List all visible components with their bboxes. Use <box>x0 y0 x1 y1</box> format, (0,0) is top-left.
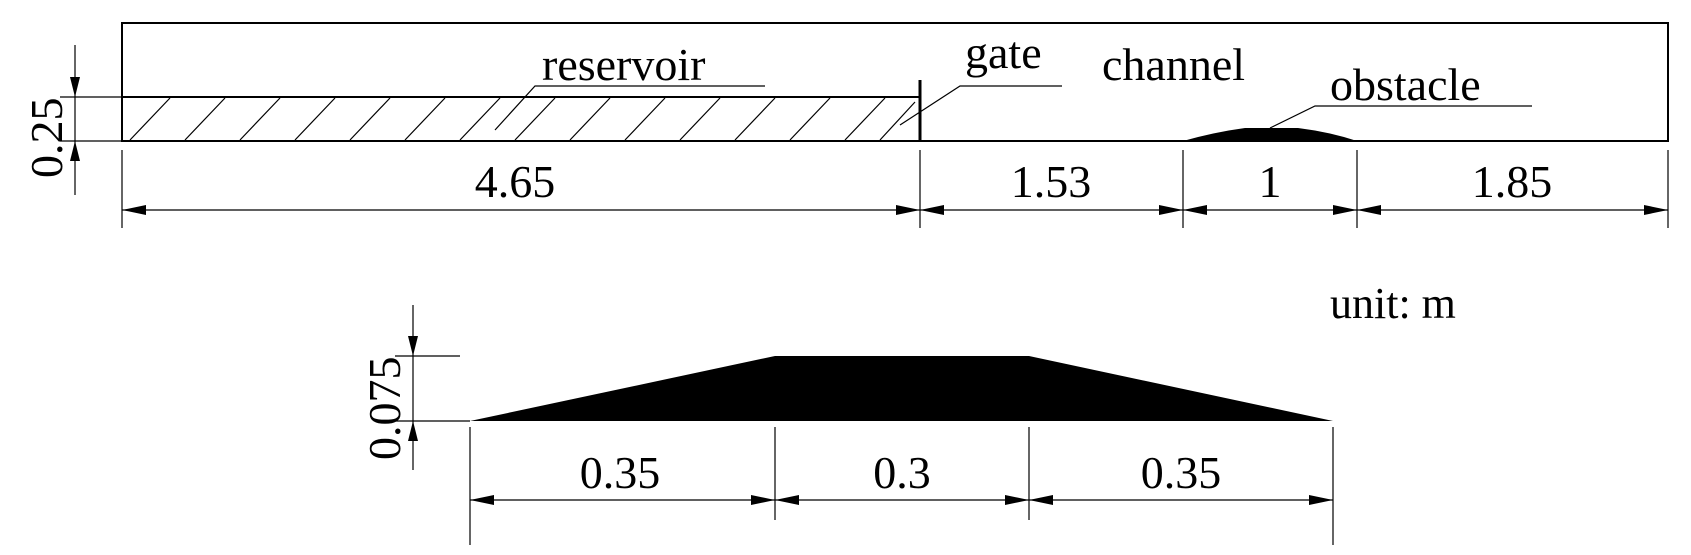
dim-obstacle-left-slope: 0.35 <box>580 447 661 498</box>
reservoir-label: reservoir <box>542 39 705 90</box>
dim-obstacle-top: 0.3 <box>873 447 931 498</box>
obstacle-detail: 0.075 0.35 0.3 0.35 <box>359 305 1334 545</box>
channel-schematic: reservoir gate channel obstacle <box>121 22 1669 142</box>
obstacle-leader <box>1269 105 1532 129</box>
obstacle-detail-shape <box>470 356 1333 421</box>
top-dimension-chain: 4.65 1.53 1 1.85 <box>121 150 1669 228</box>
dim-obstacle-height: 0.075 <box>359 357 410 461</box>
reservoir-leader <box>494 85 765 131</box>
dim-gate-to-obstacle: 1.53 <box>1011 156 1092 207</box>
obstacle-label: obstacle <box>1330 59 1481 110</box>
dim-water-depth: 0.25 <box>21 98 72 179</box>
unit-label: unit: m <box>1330 279 1456 328</box>
dim-reservoir-length: 4.65 <box>475 156 556 207</box>
dim-obstacle-length: 1 <box>1259 156 1282 207</box>
water-depth-dimension: 0.25 <box>21 45 140 195</box>
obstacle-shape <box>1183 128 1357 141</box>
gate-leader <box>899 85 1062 126</box>
gate-label: gate <box>965 27 1042 78</box>
dim-outlet-length: 1.85 <box>1472 156 1553 207</box>
dim-obstacle-right-slope: 0.35 <box>1141 447 1222 498</box>
reservoir-hatching <box>129 97 916 141</box>
channel-label: channel <box>1102 39 1245 90</box>
